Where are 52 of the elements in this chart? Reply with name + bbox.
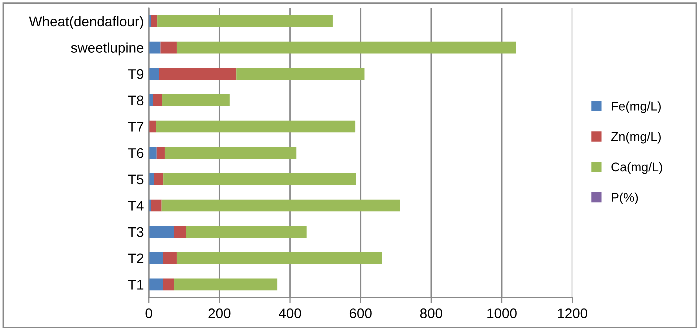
bar xyxy=(156,147,165,160)
legend-label: P(%) xyxy=(612,192,638,205)
bar xyxy=(176,42,516,54)
bar xyxy=(186,226,307,238)
y-tick-label: Wheat(dendaflour) xyxy=(29,16,144,30)
bar xyxy=(162,94,230,106)
y-tick-label: T6 xyxy=(128,148,144,158)
x-tick-label: 1000 xyxy=(488,308,517,319)
x-tick-label: 1200 xyxy=(558,308,588,319)
bar xyxy=(174,226,186,238)
legend-label: Zn(mg/L) xyxy=(611,132,661,144)
bar xyxy=(153,94,163,106)
x-tick-label: 400 xyxy=(279,308,302,319)
bar xyxy=(163,252,177,264)
bar xyxy=(174,278,278,291)
x-tick-label: 600 xyxy=(350,308,372,319)
bar xyxy=(151,200,162,212)
bar xyxy=(149,94,154,106)
bar xyxy=(149,42,161,54)
bar xyxy=(154,173,164,186)
y-tick-label: T3 xyxy=(128,227,144,238)
bar xyxy=(162,200,400,212)
bar xyxy=(164,173,356,186)
bar xyxy=(149,147,157,160)
x-tick-label: 0 xyxy=(146,308,152,319)
bar xyxy=(149,173,154,186)
y-tick-label: T1 xyxy=(128,280,144,290)
x-tick-label: 800 xyxy=(420,308,442,319)
bar xyxy=(160,42,177,54)
bar xyxy=(149,120,157,133)
y-tick-label: T8 xyxy=(128,96,144,106)
bar xyxy=(236,68,365,80)
bar xyxy=(149,68,160,80)
bar xyxy=(176,252,382,264)
y-tick-label: T9 xyxy=(128,69,144,80)
x-tick-label: 200 xyxy=(208,308,231,319)
y-tick-label: T4 xyxy=(128,201,144,211)
y-tick-label: T7 xyxy=(128,122,144,132)
bar xyxy=(149,226,174,238)
legend-label: Fe(mg/L) xyxy=(612,102,661,114)
bar xyxy=(164,147,297,160)
bar xyxy=(151,16,158,28)
bar xyxy=(158,16,333,28)
y-tick-label: sweetlupine xyxy=(71,42,144,56)
bar xyxy=(159,68,237,80)
y-tick-label: T5 xyxy=(128,174,144,185)
legend-label: Ca(mg/L) xyxy=(612,162,662,174)
bar xyxy=(149,278,164,291)
bar xyxy=(149,252,164,264)
bar xyxy=(163,278,175,291)
y-tick-label: T2 xyxy=(128,254,144,264)
bar xyxy=(156,120,356,133)
